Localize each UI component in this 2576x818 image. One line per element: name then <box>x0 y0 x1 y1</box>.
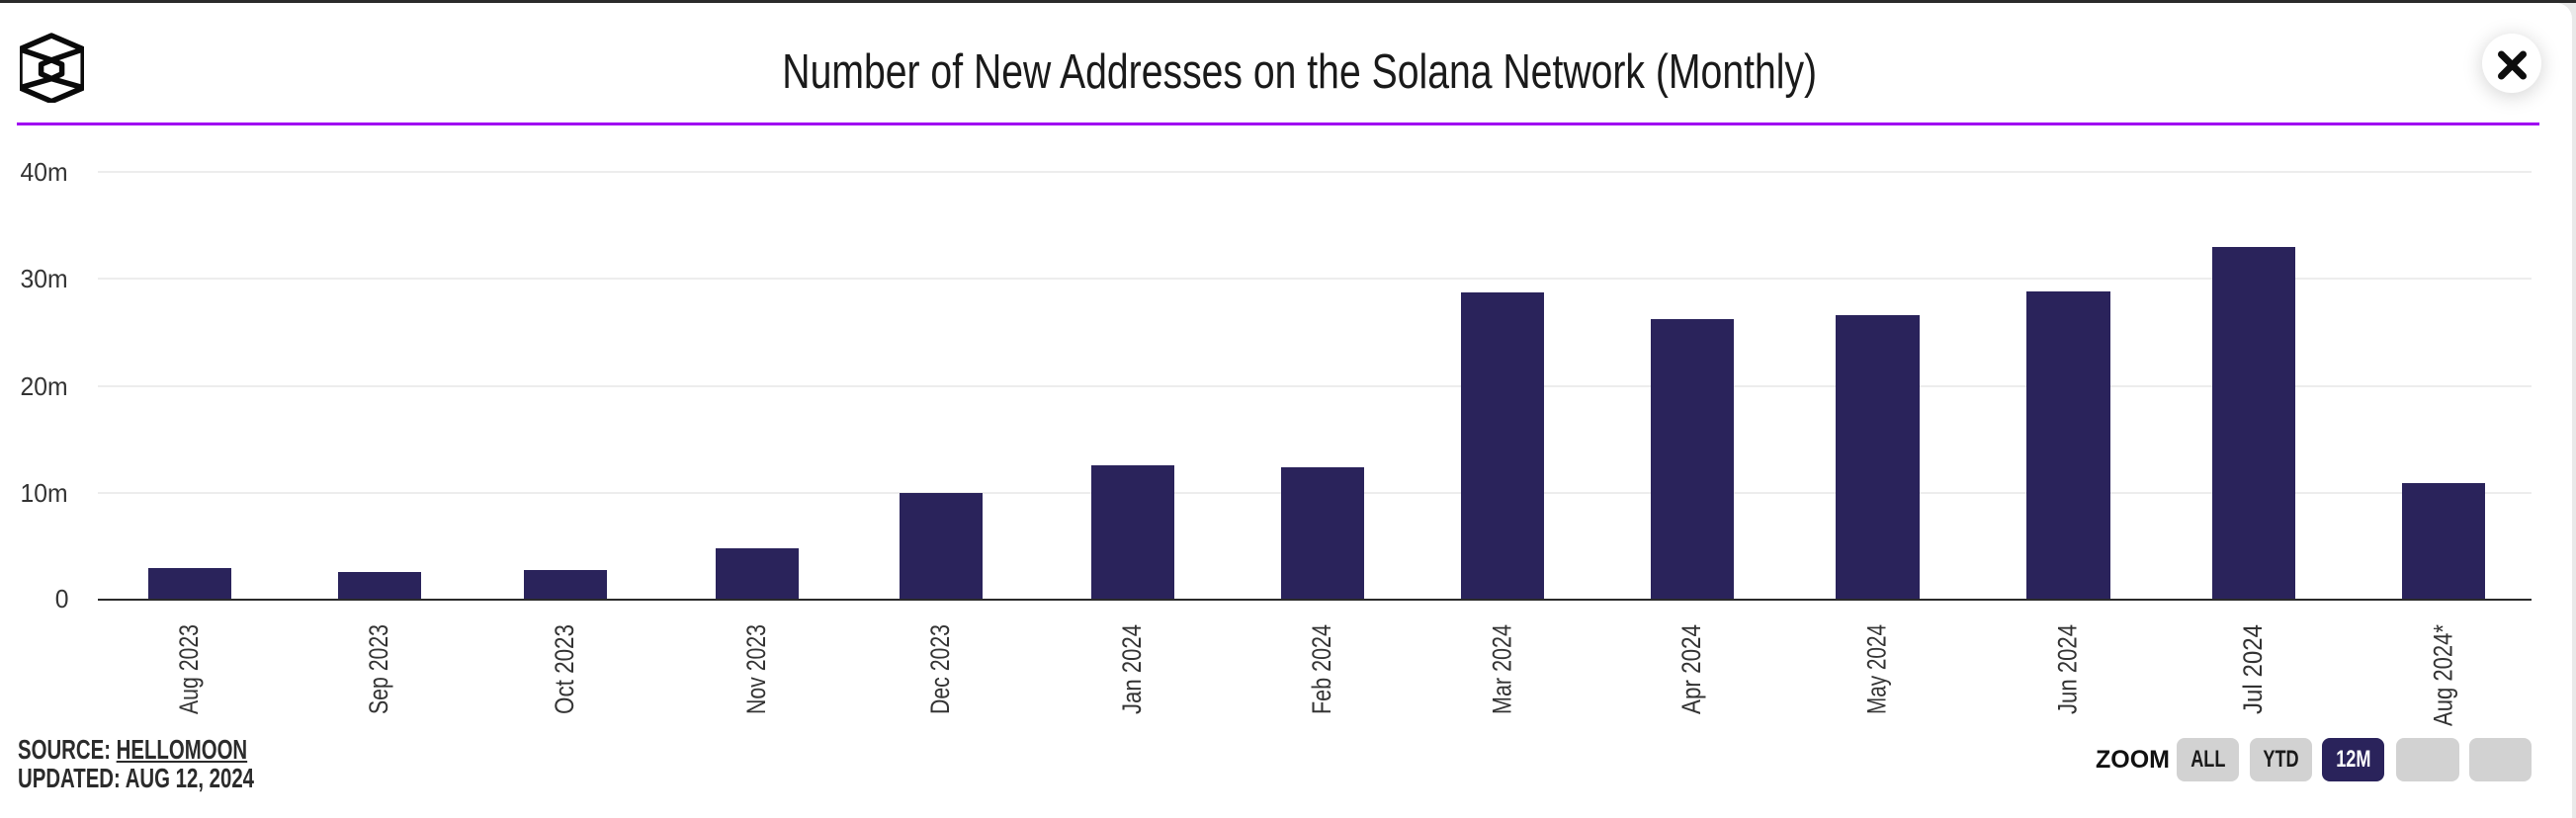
svg-text:Aug 2024*: Aug 2024* <box>2428 624 2457 726</box>
svg-text:Sep 2023: Sep 2023 <box>364 624 393 714</box>
svg-text:Jan 2024: Jan 2024 <box>1117 624 1147 714</box>
svg-text:Nov 2023: Nov 2023 <box>741 624 771 714</box>
svg-text:Feb 2024: Feb 2024 <box>1307 624 1336 714</box>
svg-text:Jul 2024: Jul 2024 <box>2238 624 2268 714</box>
svg-text:Dec 2023: Dec 2023 <box>925 624 955 714</box>
svg-text:Jun 2024: Jun 2024 <box>2053 624 2083 714</box>
svg-text:Aug 2023: Aug 2023 <box>174 624 204 714</box>
svg-text:Apr 2024: Apr 2024 <box>1676 624 1706 714</box>
svg-text:May 2024: May 2024 <box>1862 624 1892 714</box>
svg-text:Oct 2023: Oct 2023 <box>550 624 579 714</box>
svg-text:Mar 2024: Mar 2024 <box>1487 624 1516 714</box>
